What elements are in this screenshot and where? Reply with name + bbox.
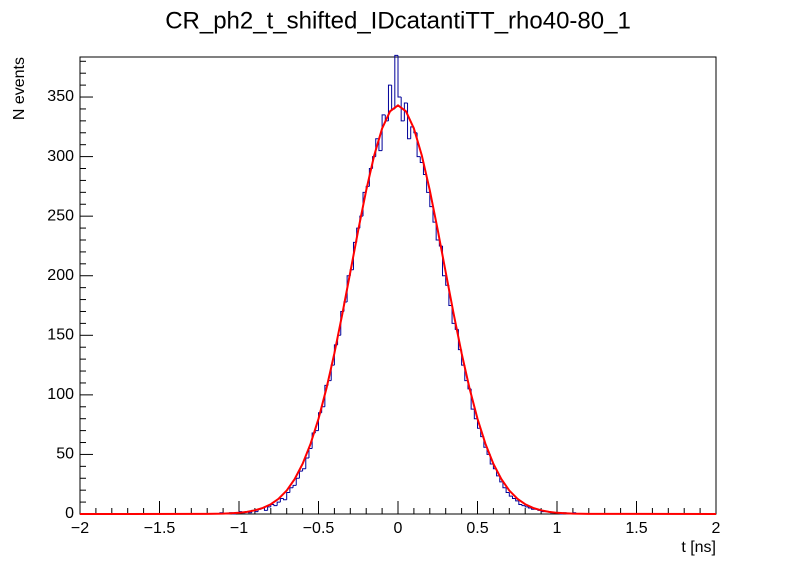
- y-tick-label: 200: [47, 267, 74, 284]
- histogram-bin: [381, 114, 386, 151]
- histogram-bin: [419, 156, 424, 164]
- histogram-bin: [505, 487, 510, 494]
- y-tick-label: 50: [56, 446, 74, 463]
- histogram-bin: [521, 504, 526, 507]
- x-tick-label: 1: [553, 520, 562, 537]
- histogram-bin: [289, 487, 294, 493]
- histogram-bin: [295, 477, 300, 486]
- histogram-bin: [292, 484, 297, 488]
- histogram-bin: [263, 508, 268, 511]
- histogram-bin: [394, 54, 398, 109]
- histogram-bin: [387, 84, 392, 121]
- histogram-bin: [511, 496, 516, 500]
- histogram-bin: [273, 504, 278, 507]
- histogram-bin: [283, 498, 287, 501]
- histogram-bin: [276, 501, 281, 506]
- y-tick-label: 300: [47, 148, 74, 165]
- histogram-bin: [435, 222, 440, 241]
- y-tick-label: 150: [47, 327, 74, 344]
- histogram-bin: [531, 508, 535, 510]
- y-tick-label: 0: [65, 505, 74, 522]
- y-axis-label: N events: [11, 57, 28, 120]
- y-tick-label: 250: [47, 207, 74, 224]
- x-axis-label: t [ns]: [681, 539, 716, 556]
- x-tick-label: −1: [230, 520, 248, 537]
- histogram-bin: [400, 97, 405, 122]
- histogram-bin: [508, 492, 513, 497]
- histogram-bin: [518, 500, 523, 505]
- x-tick-label: −1.5: [144, 520, 176, 537]
- x-tick-label: 0: [394, 520, 403, 537]
- histogram-bin: [302, 468, 306, 472]
- histogram-bin: [403, 102, 408, 121]
- chart-title: CR_ph2_t_shifted_IDcatantiTT_rho40-80_1: [165, 7, 631, 34]
- histogram-bin: [502, 481, 507, 489]
- x-tick-label: −0.5: [303, 520, 335, 537]
- y-tick-label: 100: [47, 386, 74, 403]
- x-tick-label: 0.5: [466, 520, 488, 537]
- histogram-bin: [429, 192, 433, 208]
- histogram-bin: [267, 506, 271, 511]
- y-tick-label: 350: [47, 88, 74, 105]
- histogram-bin: [279, 498, 284, 503]
- histogram-bin: [286, 492, 290, 500]
- histogram-bin: [397, 55, 402, 98]
- histogram-bin: [432, 206, 437, 223]
- x-tick-label: −2: [71, 520, 89, 537]
- histogram-bin: [451, 305, 456, 324]
- histogram-bin: [515, 498, 519, 502]
- fit-curve: [79, 104, 717, 515]
- x-tick-label: 2: [712, 520, 721, 537]
- histogram-bin: [527, 506, 532, 509]
- histogram-bin: [524, 505, 529, 508]
- x-tick-label: 1.5: [625, 520, 647, 537]
